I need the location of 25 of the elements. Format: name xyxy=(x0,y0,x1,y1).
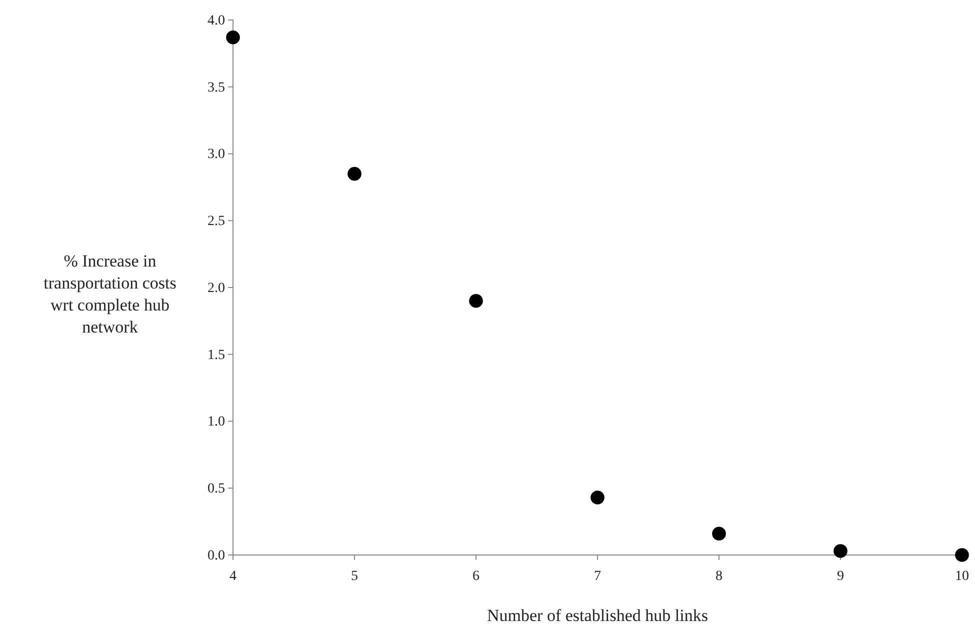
y-tick-label: 4.0 xyxy=(208,13,225,28)
y-tick-label: 3.5 xyxy=(208,80,225,96)
x-tick-label: 8 xyxy=(716,568,722,584)
x-tick-label: 7 xyxy=(594,568,601,584)
point xyxy=(226,30,240,44)
x-axis-title: Number of established hub links xyxy=(487,606,708,625)
y-tick-label: 0.5 xyxy=(208,482,225,497)
y-tick-label: 2.5 xyxy=(208,214,225,230)
y-tick-label: 3.0 xyxy=(208,147,225,162)
x-tick-label: 9 xyxy=(837,568,844,584)
point xyxy=(712,526,726,540)
point xyxy=(590,490,604,504)
point xyxy=(469,294,483,308)
x-tick-label: 5 xyxy=(351,568,358,584)
point xyxy=(955,548,969,562)
y-tick-label: 0.0 xyxy=(208,548,225,564)
point xyxy=(348,166,362,181)
y-tick-label: 2.0 xyxy=(208,280,225,296)
y-tick-label: 1.5 xyxy=(208,348,225,363)
x-tick-label: 4 xyxy=(230,568,236,584)
x-tick-label: 10 xyxy=(955,568,969,584)
y-tick-label: 1.0 xyxy=(208,414,225,430)
y-axis-title: % Increase in transportation costs wrt complete hub network xyxy=(44,252,176,336)
x-tick-label: 6 xyxy=(472,568,480,584)
point xyxy=(834,544,848,558)
